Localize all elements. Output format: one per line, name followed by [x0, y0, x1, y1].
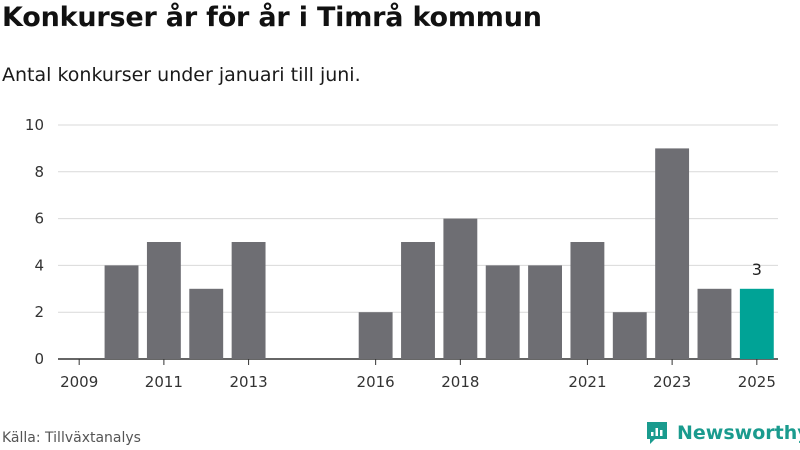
- bar-2013: [231, 242, 266, 359]
- bar-2020: [528, 265, 562, 359]
- bar-2011: [146, 242, 181, 359]
- chart-title: Konkurser år för år i Timrå kommun: [2, 2, 542, 33]
- x-tick-label: 2016: [357, 373, 395, 391]
- brand-logo: Newsworthy: [645, 420, 800, 446]
- x-tick-label: 2009: [60, 373, 98, 391]
- y-tick-label: 2: [34, 303, 44, 321]
- bar-2021: [570, 242, 605, 359]
- data-labels: 3: [752, 260, 762, 279]
- y-tick-label: 10: [25, 116, 44, 134]
- bar-2025: [739, 288, 774, 359]
- source-note: Källa: Tillväxtanalys: [2, 430, 141, 446]
- newsworthy-logo-icon: [647, 422, 667, 444]
- bar-2019: [485, 265, 520, 359]
- y-tick-label: 0: [34, 350, 44, 368]
- x-tick-label: 2025: [738, 373, 776, 391]
- bar-2022: [612, 312, 647, 359]
- x-tick-label: 2021: [568, 373, 606, 391]
- x-tick-label: 2013: [229, 373, 267, 391]
- y-axis-ticks: 0 2 4 6 8 10: [25, 116, 44, 368]
- data-label-2025: 3: [752, 260, 762, 279]
- x-tick-label: 2023: [653, 373, 691, 391]
- bar-2018: [443, 218, 478, 359]
- x-tick-label: 2011: [145, 373, 183, 391]
- bar-2010: [104, 265, 139, 359]
- bar-2023: [655, 148, 690, 359]
- x-tick-label: 2018: [441, 373, 479, 391]
- bar-2024: [697, 288, 732, 359]
- y-tick-label: 6: [34, 210, 44, 228]
- bar-2016: [358, 312, 393, 359]
- y-tick-label: 8: [34, 163, 44, 181]
- chart-subtitle: Antal konkurser under januari till juni.: [2, 64, 361, 86]
- bar-2017: [401, 242, 435, 359]
- bars: [104, 148, 774, 359]
- x-axis-ticks: 2009 2011 2013 2016 2018 2021 2023 2025: [60, 359, 776, 391]
- brand-name: Newsworthy: [677, 422, 800, 444]
- y-tick-label: 4: [34, 256, 44, 274]
- bar-2012: [189, 288, 224, 359]
